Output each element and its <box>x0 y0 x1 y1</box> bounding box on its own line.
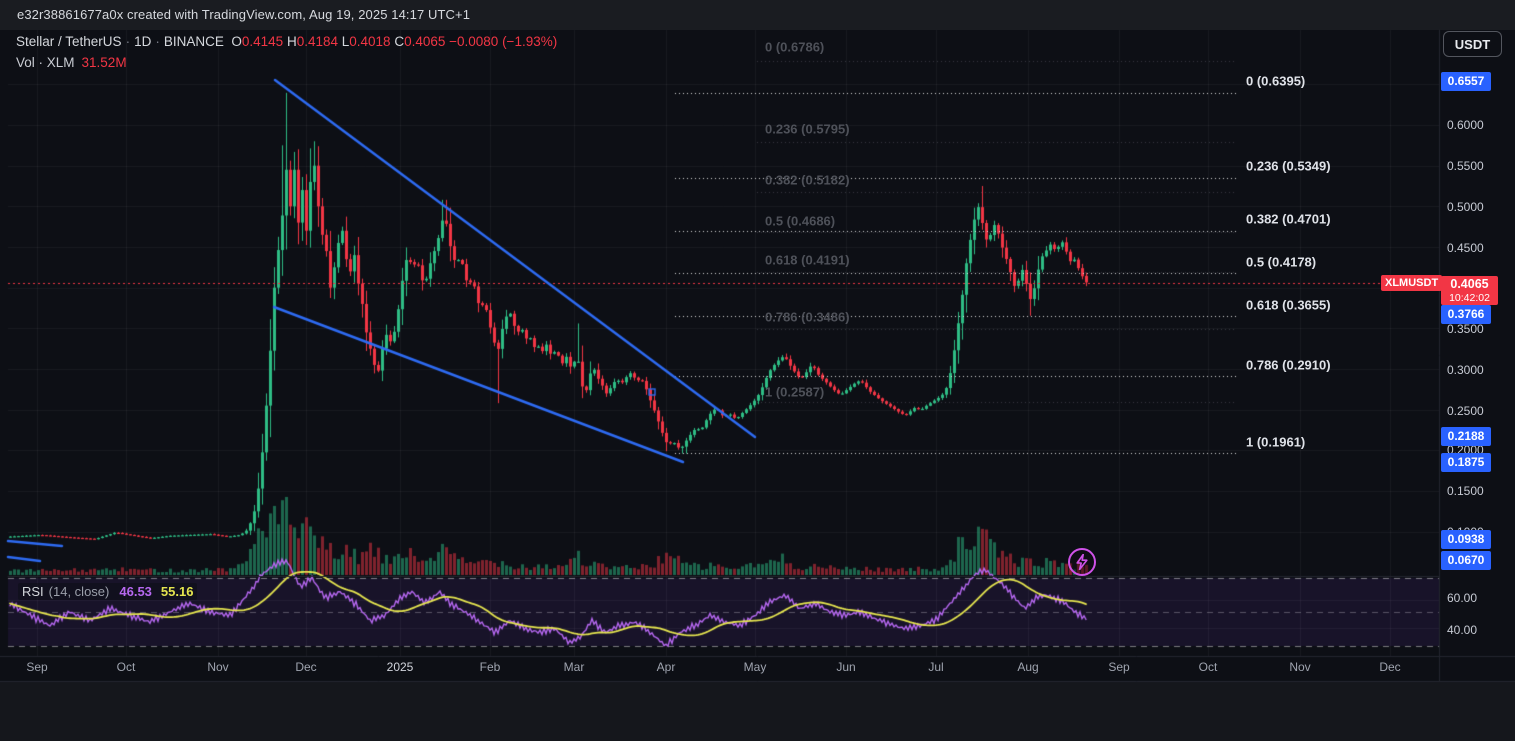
time-axis-label: Dec <box>295 660 317 674</box>
low-label: L <box>341 34 350 49</box>
time-axis-label: Oct <box>1198 660 1218 674</box>
last-price-badge[interactable]: 0.4065 10:42:02 <box>1441 276 1498 305</box>
fib-level-label: 0.236 (0.5349) <box>1246 158 1331 174</box>
time-axis-label: 2025 <box>386 660 414 674</box>
time-axis-label: Dec <box>1379 660 1401 674</box>
time-axis-label: May <box>743 660 767 674</box>
time-axis-label: Aug <box>1017 660 1039 674</box>
fib-faded-level-label: 0.618 (0.4191) <box>765 252 850 268</box>
high-label: H <box>286 34 297 49</box>
fib-faded-level-label: 0 (0.6786) <box>765 39 825 55</box>
change-value: −0.0080 (−1.93%) <box>449 34 558 49</box>
volume-value: 31.52M <box>81 55 127 70</box>
open-label: O <box>231 34 242 49</box>
price-alert-badge[interactable]: 0.0938 <box>1441 529 1491 549</box>
last-price-value: 0.4065 <box>1450 277 1489 291</box>
interval-label: 1D <box>134 34 152 49</box>
time-axis-label: Sep <box>1108 660 1130 674</box>
rsi-axis-label: 40.00 <box>1447 623 1478 637</box>
legend-separator: · <box>155 34 160 49</box>
fib-faded-level-label: 1 (0.2587) <box>765 384 825 400</box>
low-value: 0.4018 <box>349 34 391 49</box>
price-alert-badge[interactable]: 0.0670 <box>1441 550 1491 570</box>
time-axis-label: Jun <box>836 660 856 674</box>
time-axis-label: Sep <box>26 660 48 674</box>
fib-level-label: 0.618 (0.3655) <box>1246 297 1331 313</box>
bar-countdown: 10:42:02 <box>1449 292 1490 304</box>
price-axis-label: 0.2500 <box>1447 404 1484 418</box>
symbol-name: Stellar / TetherUS <box>16 34 122 49</box>
fib-level-label: 0 (0.6395) <box>1246 73 1306 89</box>
volume-label: Vol · XLM <box>16 55 75 70</box>
open-value: 0.4145 <box>241 34 284 49</box>
rsi-legend: RSI (14, close) 46.53 55.16 <box>18 583 198 600</box>
time-axis-label: Mar <box>563 660 585 674</box>
exchange-label: BINANCE <box>163 34 224 49</box>
fib-level-label: 0.5 (0.4178) <box>1246 254 1317 270</box>
price-axis-label: 0.5500 <box>1447 159 1484 173</box>
fib-faded-level-label: 0.236 (0.5795) <box>765 121 850 137</box>
price-axis-label: 0.6000 <box>1447 118 1484 132</box>
rsi-axis-label: 60.00 <box>1447 591 1478 605</box>
rsi-params: (14, close) <box>48 584 110 599</box>
rsi-title: RSI <box>22 584 44 599</box>
price-axis-label: 0.3000 <box>1447 363 1484 377</box>
high-value: 0.4184 <box>296 34 338 49</box>
fib-faded-level-label: 0.5 (0.4686) <box>765 213 836 229</box>
fib-faded-level-label: 0.382 (0.5182) <box>765 172 850 188</box>
currency-toggle-button[interactable]: USDT <box>1443 31 1502 57</box>
price-alert-badge[interactable]: 0.3766 <box>1441 304 1491 324</box>
price-alert-badge[interactable]: 0.6557 <box>1441 71 1491 91</box>
close-value: 0.4065 <box>404 34 446 49</box>
time-axis-label: Apr <box>656 660 676 674</box>
price-axis-label: 0.3500 <box>1447 322 1484 336</box>
rsi-value: 46.53 <box>119 584 152 599</box>
symbol-legend: Stellar / TetherUS · 1D · BINANCE O0.4145 H0… <box>16 34 557 49</box>
volume-legend: Vol · XLM 31.52M <box>16 55 127 70</box>
price-axis-label: 0.5000 <box>1447 200 1484 214</box>
time-axis-label: Feb <box>479 660 501 674</box>
symbol-price-tag: XLMUSDT <box>1381 275 1443 291</box>
legend-separator: · <box>125 34 131 49</box>
time-axis-label: Jul <box>928 660 944 674</box>
time-axis-label: Nov <box>1289 660 1311 674</box>
lightning-bolt-glyph <box>1076 554 1088 570</box>
fib-level-label: 1 (0.1961) <box>1246 434 1306 450</box>
fib-faded-level-label: 0.786 (0.3486) <box>765 309 850 325</box>
price-axis-label: 0.1500 <box>1447 484 1484 498</box>
price-axis-label: 0.4500 <box>1447 241 1484 255</box>
close-label: C <box>394 34 405 49</box>
price-alert-badge[interactable]: 0.1875 <box>1441 452 1491 472</box>
fib-level-label: 0.786 (0.2910) <box>1246 357 1331 373</box>
time-axis-label: Nov <box>207 660 229 674</box>
fib-level-label: 0.382 (0.4701) <box>1246 211 1331 227</box>
price-alert-badge[interactable]: 0.2188 <box>1441 426 1491 446</box>
time-axis-label: Oct <box>116 660 136 674</box>
rsi-ma-value: 55.16 <box>160 584 194 599</box>
lightning-icon[interactable] <box>1068 548 1096 576</box>
